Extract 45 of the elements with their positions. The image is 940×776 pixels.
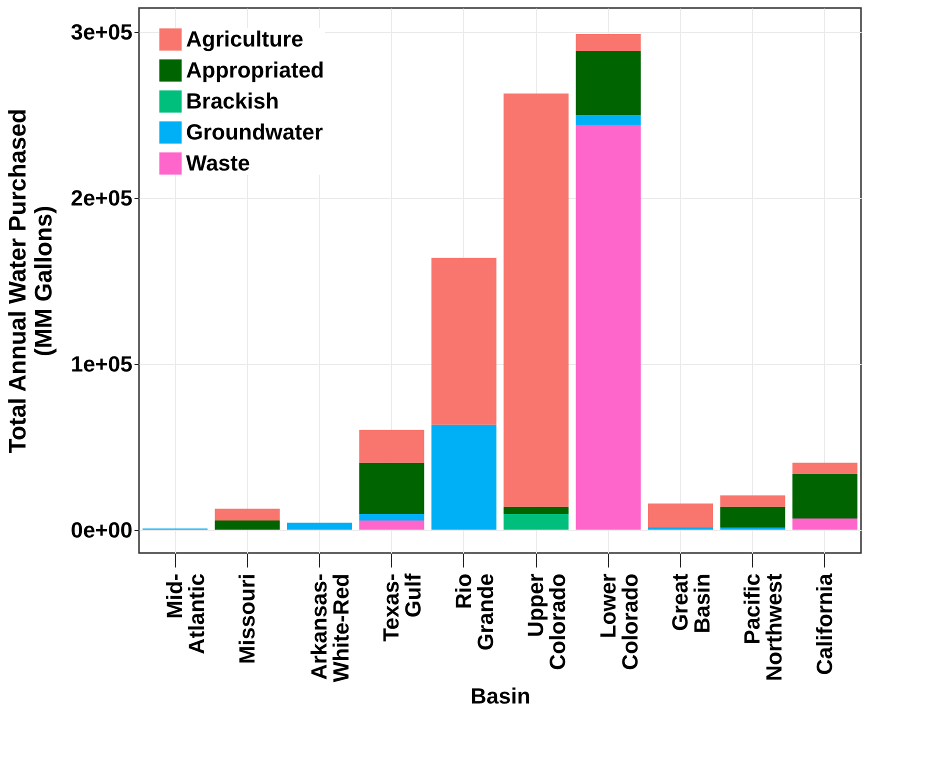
y-tick-label: 2e+05 [70, 185, 132, 210]
bar [214, 520, 280, 530]
bar [504, 514, 569, 530]
y-tick-label: 1e+05 [70, 351, 132, 376]
x-tick-label: California [812, 572, 837, 675]
bar [648, 527, 713, 530]
bar [792, 462, 858, 474]
bar [576, 50, 641, 116]
bar [359, 520, 424, 530]
bar [720, 495, 786, 507]
bar [431, 258, 496, 425]
legend-label: Waste [186, 150, 250, 176]
x-tick-label: Lower Colorado [595, 573, 642, 670]
x-tick-label: Rio Grande [450, 574, 498, 651]
x-tick-label: Mid- Atlantic [162, 574, 210, 654]
bar [792, 474, 858, 518]
bar [792, 518, 858, 530]
bar [576, 124, 641, 530]
legend-label: Agriculture [186, 26, 304, 52]
bar [720, 506, 786, 528]
x-tick-label: Great Basin [668, 572, 714, 634]
x-tick-label: Arkansas- White-Red [306, 574, 354, 682]
legend-label: Appropriated [186, 58, 324, 82]
y-tick-label: 3e+05 [70, 20, 132, 45]
x-axis-title: Basin [470, 683, 530, 708]
bar [720, 527, 786, 530]
x-tick-label: Missouri [234, 574, 260, 664]
bar [359, 462, 424, 514]
bar [214, 508, 280, 520]
bar [576, 34, 641, 51]
bar [359, 514, 424, 520]
bar [648, 504, 713, 528]
bar [504, 506, 569, 514]
x-tick-label: Texas- Gulf [378, 572, 426, 642]
bar [287, 522, 352, 530]
bar [431, 424, 496, 530]
bar [359, 430, 424, 463]
x-tick-label: Pacific Northwest [740, 572, 787, 682]
legend-label: Brackish [186, 88, 279, 114]
y-tick-label: 0e+00 [70, 517, 132, 542]
y-axis-title: Total Annual Water Purchased (MM Gallons) [4, 108, 58, 454]
legend-label: Groundwater [186, 120, 324, 144]
bar [504, 93, 569, 507]
x-tick-label: Upper Colorado [523, 573, 570, 670]
bar [576, 115, 641, 125]
